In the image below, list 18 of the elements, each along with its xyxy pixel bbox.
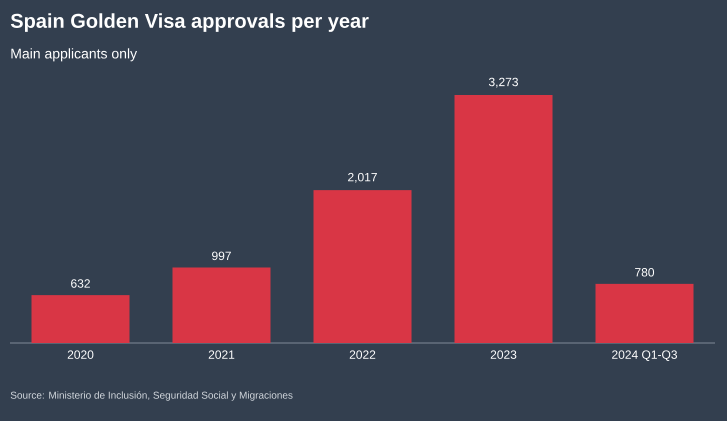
- bar: [32, 295, 130, 343]
- source-note: Source: Ministerio de Inclusión, Seguridad Social y Migraciones: [10, 391, 293, 401]
- data-label: 3,273: [488, 78, 518, 88]
- x-tick-label: 2020: [68, 350, 94, 359]
- data-label: 997: [212, 252, 231, 260]
- x-tick-label: 2021: [208, 350, 234, 359]
- x-tick-label: 2022: [350, 350, 376, 359]
- bar: [314, 190, 412, 343]
- chart-title: Spain Golden Visa approvals per year: [10, 13, 369, 32]
- x-tick-label: 2023: [490, 350, 516, 359]
- bar: [172, 267, 270, 343]
- data-label: 2,017: [348, 172, 377, 183]
- chart-subtitle: Main applicants only: [11, 48, 138, 62]
- x-tick-label: 2024 Q1-Q3: [612, 350, 677, 362]
- data-label: 632: [71, 279, 90, 288]
- bar: [596, 284, 694, 343]
- data-label: 780: [635, 268, 654, 277]
- bar: [454, 95, 553, 343]
